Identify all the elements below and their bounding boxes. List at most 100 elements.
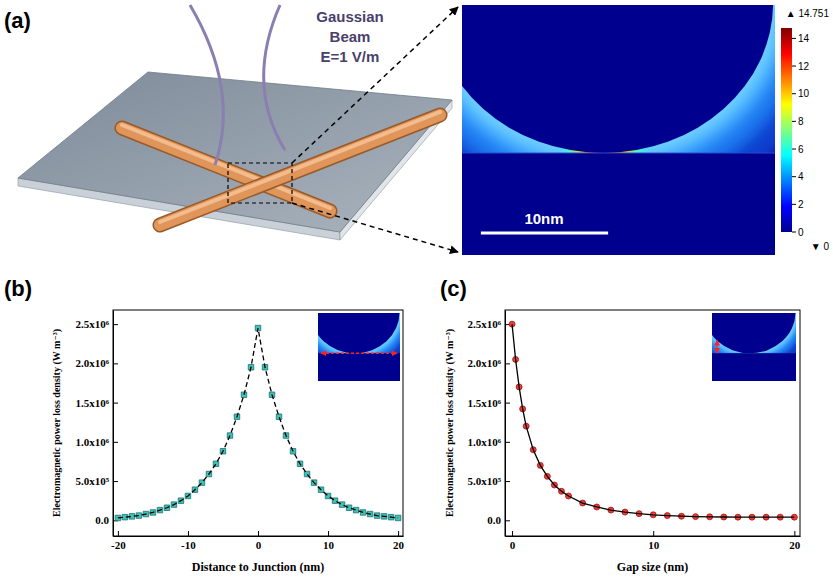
field-band bbox=[462, 5, 775, 153]
tick-mark bbox=[505, 442, 510, 443]
wire-section bbox=[712, 313, 795, 353]
colorbar-max-label: ▲ 14.751 bbox=[786, 8, 830, 19]
tick-label: 0 bbox=[256, 539, 262, 551]
tick: 20 bbox=[789, 531, 801, 551]
nanowire-body bbox=[160, 112, 440, 222]
x-axis-title: Distance to Junction (nm) bbox=[192, 560, 324, 574]
tick: -10 bbox=[181, 531, 196, 551]
substrate bbox=[18, 72, 452, 240]
scale-bar-label: 10nm bbox=[524, 210, 563, 227]
tick: 0 bbox=[510, 531, 516, 551]
colorbar-tick bbox=[792, 93, 796, 94]
tick-label: 2.5x10⁶ bbox=[467, 318, 501, 330]
tick: 10 bbox=[323, 531, 335, 551]
beam-label: Gaussian bbox=[316, 8, 384, 25]
beam-label: Beam bbox=[330, 28, 371, 45]
tick-label: 10 bbox=[323, 539, 335, 551]
field-halo bbox=[318, 313, 400, 353]
tick: 1.5x10⁶ bbox=[467, 397, 510, 409]
nanowire-body bbox=[160, 115, 440, 225]
tick-label: 2.0x10⁶ bbox=[467, 357, 501, 369]
tick-mark bbox=[113, 442, 118, 443]
axis-line bbox=[505, 311, 506, 537]
tick-mark bbox=[258, 531, 259, 536]
axis-line bbox=[113, 311, 114, 537]
inset-field-map bbox=[712, 313, 796, 381]
tick-label: 2.5x10⁶ bbox=[75, 318, 109, 330]
colorbar-tick-label: 0 bbox=[798, 227, 804, 238]
x-axis: 0 10 20 bbox=[506, 531, 801, 551]
zoom-arrow bbox=[292, 7, 458, 163]
substrate-section bbox=[318, 353, 400, 381]
field-band bbox=[318, 313, 400, 353]
zoom-arrow bbox=[292, 203, 458, 252]
inset-arrow bbox=[716, 340, 718, 353]
interface-line bbox=[712, 353, 796, 354]
colorbar-tick-label: 8 bbox=[798, 116, 804, 127]
substrate-section bbox=[462, 153, 775, 255]
wire-section bbox=[462, 5, 773, 153]
tick: 1.5x10⁶ bbox=[75, 397, 118, 409]
field-band bbox=[462, 5, 775, 153]
tick-label: 10 bbox=[648, 539, 660, 551]
y-axis: 0.0 5.0x10⁵ 1.0x10⁶ 1.5x10⁶ 2.0x10⁶ 2.5x10⁶ bbox=[467, 311, 510, 537]
colorbar-tick-label: 2 bbox=[798, 199, 804, 210]
tick-mark bbox=[505, 363, 510, 364]
plot-area bbox=[115, 325, 401, 520]
field-band bbox=[318, 313, 400, 353]
field-band bbox=[318, 313, 400, 353]
field-halo bbox=[462, 5, 775, 153]
colorbar-tick bbox=[792, 176, 796, 177]
colorbar-tick bbox=[792, 66, 796, 67]
tick: 2.5x10⁶ bbox=[467, 318, 510, 330]
field-band bbox=[712, 313, 796, 353]
nanowire-body bbox=[160, 115, 440, 225]
inset-field-map bbox=[318, 313, 400, 381]
tick-mark bbox=[328, 531, 329, 536]
axis-line bbox=[506, 536, 801, 537]
marker bbox=[276, 414, 281, 419]
beam-edge bbox=[190, 5, 223, 165]
tick-label: 1.0x10⁶ bbox=[75, 436, 109, 448]
tick-label: 0.0 bbox=[95, 514, 109, 526]
marker bbox=[346, 505, 351, 510]
tick-mark bbox=[505, 481, 510, 482]
colorbar-tick-label: 12 bbox=[798, 61, 810, 72]
tick-label: -10 bbox=[181, 539, 196, 551]
tick-label: 0.0 bbox=[487, 514, 501, 526]
beam-edge bbox=[264, 5, 285, 150]
tick: 1.0x10⁶ bbox=[75, 436, 118, 448]
y-axis: 0.0 5.0x10⁵ 1.0x10⁶ 1.5x10⁶ 2.0x10⁶ 2.5x10⁶ bbox=[75, 311, 118, 537]
tick-label: 20 bbox=[789, 539, 801, 551]
tick: 1.0x10⁶ bbox=[467, 436, 510, 448]
tick: 2.0x10⁶ bbox=[467, 357, 510, 369]
colorbar-tick bbox=[792, 232, 796, 233]
field-band bbox=[462, 5, 775, 153]
field-band bbox=[462, 5, 775, 153]
tick-label: 5.0x10⁵ bbox=[467, 475, 501, 487]
tick-label: 2.0x10⁶ bbox=[75, 357, 109, 369]
tick-mark bbox=[113, 403, 118, 404]
colorbar-tick bbox=[792, 38, 796, 39]
tick: 5.0x10⁵ bbox=[467, 475, 510, 487]
tick: 2.0x10⁶ bbox=[75, 357, 118, 369]
colorbar-tick bbox=[792, 204, 796, 205]
colorbar-tick-label: 6 bbox=[798, 144, 804, 155]
field-band bbox=[712, 313, 796, 353]
panel-letter: (c) bbox=[440, 276, 467, 301]
tick-label: 5.0x10⁵ bbox=[75, 475, 109, 487]
field-band bbox=[712, 313, 796, 353]
colorbar-tick bbox=[792, 149, 796, 150]
tick-label: 1.5x10⁶ bbox=[75, 397, 109, 409]
tick-label: -20 bbox=[111, 539, 126, 551]
colorbar-min-label: ▼ 0 bbox=[811, 241, 830, 252]
tick-mark bbox=[113, 324, 118, 325]
tick: 20 bbox=[393, 531, 405, 551]
colorbar bbox=[781, 28, 792, 232]
x-axis-title: Gap size (nm) bbox=[617, 560, 688, 574]
scale-bar bbox=[481, 232, 608, 235]
marker bbox=[339, 502, 344, 507]
colorbar-tick-label: 10 bbox=[798, 88, 810, 99]
field-band bbox=[318, 313, 400, 353]
tick: 2.5x10⁶ bbox=[75, 318, 118, 330]
